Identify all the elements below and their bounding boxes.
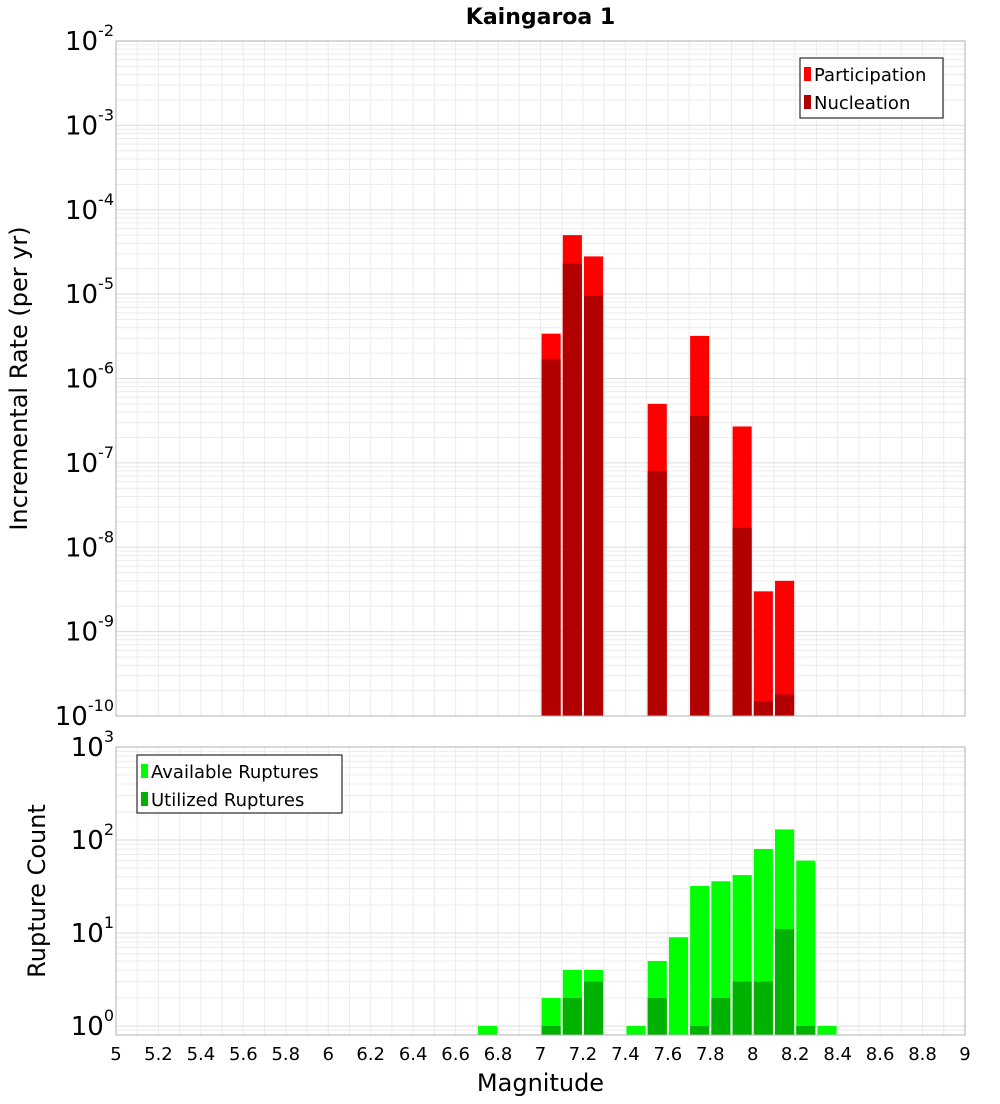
bar [541,1025,561,1035]
bar [562,997,582,1035]
series-1 [541,929,816,1035]
y-tick-label: 10-6 [65,359,114,395]
chart-panel-0: 10-10 10-9 10-8 10-7 10-6 10-5 10-4 10-3 10-2 Kai… [5,5,966,732]
x-tick-label: 5 [110,1044,121,1065]
legend-swatch [804,67,811,81]
series-1 [541,263,795,716]
x-tick-label: 6 [323,1044,334,1065]
legend-label: Available Ruptures [151,762,319,783]
bar [541,359,561,716]
y-tick-label: 10-7 [65,443,114,479]
plot-frame [115,746,966,1036]
legend-box [799,57,944,119]
y-axis-label: Rupture Count [23,804,51,978]
bar [690,1025,710,1035]
x-tick-label: 8.8 [908,1044,937,1065]
legend-box [136,754,343,814]
plot-frame [115,40,966,717]
x-tick-label: 7.6 [654,1044,683,1065]
bar [732,527,752,716]
legend-label: Nucleation [814,93,910,114]
bar [647,471,667,716]
bar [775,580,795,716]
x-tick-label: 6.8 [484,1044,513,1065]
bar [690,415,710,716]
x-tick-label: 7 [535,1044,546,1065]
bar [817,1025,837,1035]
x-tick-label: 8 [747,1044,758,1065]
x-tick-label: 7.4 [611,1044,640,1065]
bar [775,929,795,1035]
bar [753,701,773,716]
bar [541,997,561,1035]
x-tick-labels: 5 5.2 5.4 5.6 5.8 6 6.2 6.4 6.6 6.8 7 7.2 7.4 7.6 7.8 8… [110,1044,970,1065]
bar [647,997,667,1035]
x-tick-label: 8.2 [781,1044,810,1065]
x-tick-label: 5.4 [187,1044,216,1065]
bar [690,886,710,1035]
y-tick-label: 10-10 [55,696,114,732]
legend: Participation Nucleation [799,57,944,119]
bar [562,263,582,716]
x-axis-label: Magnitude [477,1069,604,1097]
bar [753,981,773,1035]
x-tick-label: 7.8 [696,1044,725,1065]
chart-panel-1: 100 101 102 103 5 5.2 5.4 5.6 5.8 6 6.2 6.4 6.6 6.8 7 7… [23,727,971,1097]
y-tick-labels: 10-10 10-9 10-8 10-7 10-6 10-5 10-4 10-3 10-2 [55,21,114,732]
bar [668,937,689,1035]
y-tick-label: 10-4 [65,190,114,226]
bar [584,296,604,716]
bar [711,881,731,1035]
x-tick-label: 6.2 [356,1044,385,1065]
legend-label: Participation [814,65,926,86]
bar [775,694,795,716]
bar [732,981,752,1035]
bar [711,997,731,1035]
legend-label: Utilized Ruptures [151,790,304,811]
y-tick-label: 102 [71,820,114,856]
y-tick-labels: 100 101 102 103 [71,727,114,1042]
y-tick-label: 101 [71,913,114,949]
y-tick-label: 10-8 [65,527,114,563]
bar [477,1025,497,1035]
legend-swatch [141,792,148,806]
x-tick-label: 8.4 [823,1044,852,1065]
chart-title: Kaingaroa 1 [466,5,615,30]
bar [753,591,773,716]
legend-swatch [804,95,811,109]
bar [584,981,604,1035]
x-tick-label: 5.2 [144,1044,173,1065]
bar [796,860,816,1035]
legend-swatch [141,764,148,778]
y-tick-label: 103 [71,727,114,763]
y-tick-label: 10-3 [65,105,114,141]
x-tick-label: 6.6 [441,1044,470,1065]
x-tick-label: 8.6 [866,1044,895,1065]
x-tick-label: 5.6 [229,1044,258,1065]
legend: Available Ruptures Utilized Ruptures [136,754,343,814]
x-tick-label: 9 [959,1044,970,1065]
y-tick-label: 10-9 [65,612,114,648]
y-tick-label: 100 [71,1006,114,1042]
y-tick-label: 10-2 [65,21,114,57]
bar [626,1025,646,1035]
x-tick-label: 6.4 [399,1044,428,1065]
y-tick-label: 10-5 [65,274,114,310]
x-tick-label: 7.2 [569,1044,598,1065]
y-axis-label: Incremental Rate (per yr) [5,226,33,530]
bar [796,1025,816,1035]
x-tick-label: 5.8 [271,1044,300,1065]
grid [115,40,966,717]
